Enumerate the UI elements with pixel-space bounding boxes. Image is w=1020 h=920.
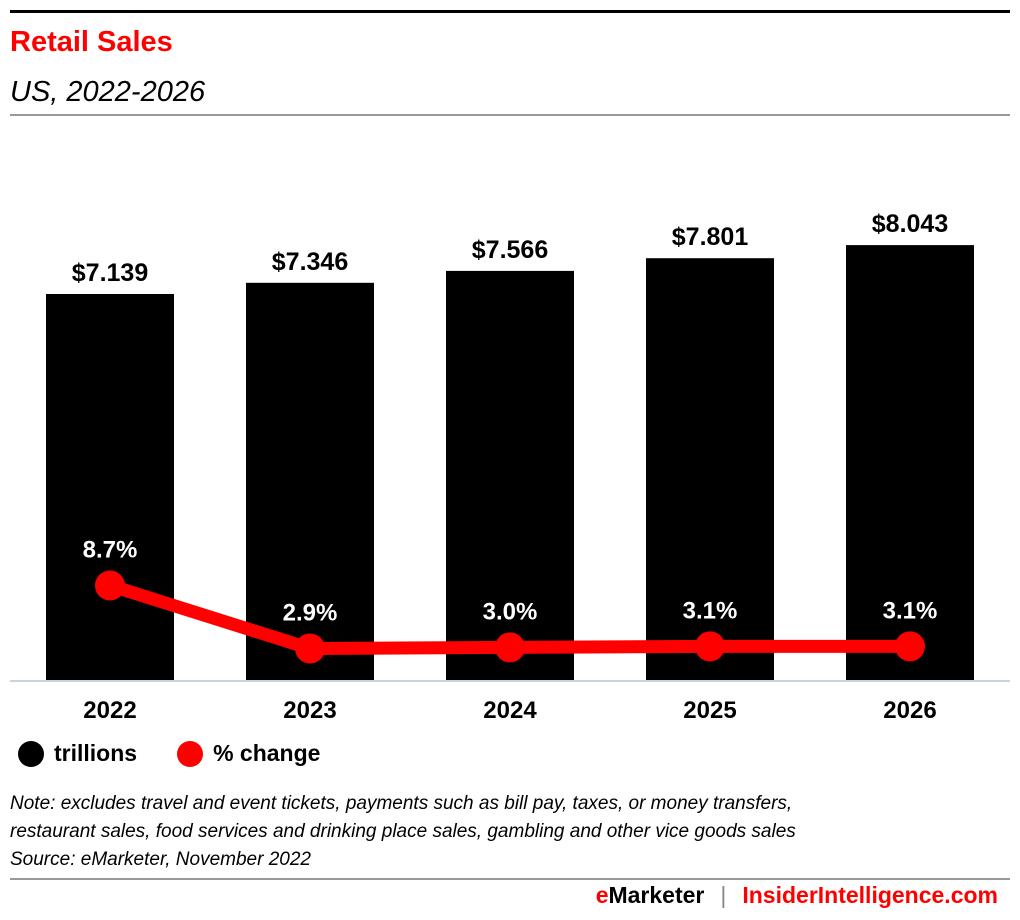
header-rule: [10, 114, 1010, 116]
brand-name: Marketer: [608, 882, 705, 908]
x-tick-2025: 2025: [683, 697, 736, 724]
legend: trillions % change: [18, 740, 320, 767]
x-tick-2024: 2024: [483, 697, 537, 724]
bar-2025: [646, 258, 774, 680]
notes: Note: excludes travel and event tickets,…: [10, 790, 796, 874]
pct-point-2025: [695, 631, 725, 662]
bar-2023: [246, 282, 374, 680]
pct-point-2024: [495, 632, 525, 663]
footer: e Marketer | InsiderIntelligence.com: [596, 882, 998, 909]
legend-bar-marker: [18, 740, 44, 767]
pct-label-2026: 3.1%: [883, 597, 938, 624]
note-line-2: restaurant sales, food services and drin…: [10, 821, 796, 842]
bar-label-2022: $7.139: [72, 259, 148, 287]
chart-title: Retail Sales: [10, 26, 173, 58]
bar-2022: [46, 293, 174, 680]
footer-rule: [10, 878, 1010, 880]
bar-label-2025: $7.801: [672, 223, 749, 251]
bar-2026: [846, 245, 974, 680]
bar-label-2024: $7.566: [472, 236, 548, 264]
pct-point-2022: [95, 570, 125, 601]
bar-label-2026: $8.043: [872, 210, 948, 238]
legend-bar-label: trillions: [54, 740, 138, 766]
note-line-1: Note: excludes travel and event tickets,…: [10, 793, 793, 814]
footer-separator: |: [720, 882, 727, 908]
pct-label-2025: 3.1%: [683, 597, 738, 624]
x-tick-2023: 2023: [283, 697, 336, 724]
pct-label-2023: 2.9%: [283, 600, 338, 627]
pct-label-2024: 3.0%: [483, 598, 538, 625]
legend-line-label: % change: [213, 740, 321, 766]
pct-point-2023: [295, 633, 325, 664]
source: Source: eMarketer, November 2022: [10, 849, 311, 870]
top-rule: [10, 10, 1010, 13]
footer-site[interactable]: InsiderIntelligence.com: [742, 882, 998, 908]
x-tick-2022: 2022: [83, 697, 136, 724]
chart: $7.139 2022 $7.346 2023 $7.566 2024 $7.801 2025…: [10, 210, 1010, 724]
legend-line-marker: [177, 740, 204, 767]
brand-e: e: [595, 882, 609, 908]
bar-2024: [446, 270, 574, 680]
bar-label-2023: $7.346: [272, 248, 348, 276]
chart-subtitle: US, 2022-2026: [10, 76, 206, 108]
pct-label-2022: 8.7%: [83, 537, 138, 564]
x-tick-2026: 2026: [883, 697, 936, 724]
pct-point-2026: [895, 631, 925, 662]
